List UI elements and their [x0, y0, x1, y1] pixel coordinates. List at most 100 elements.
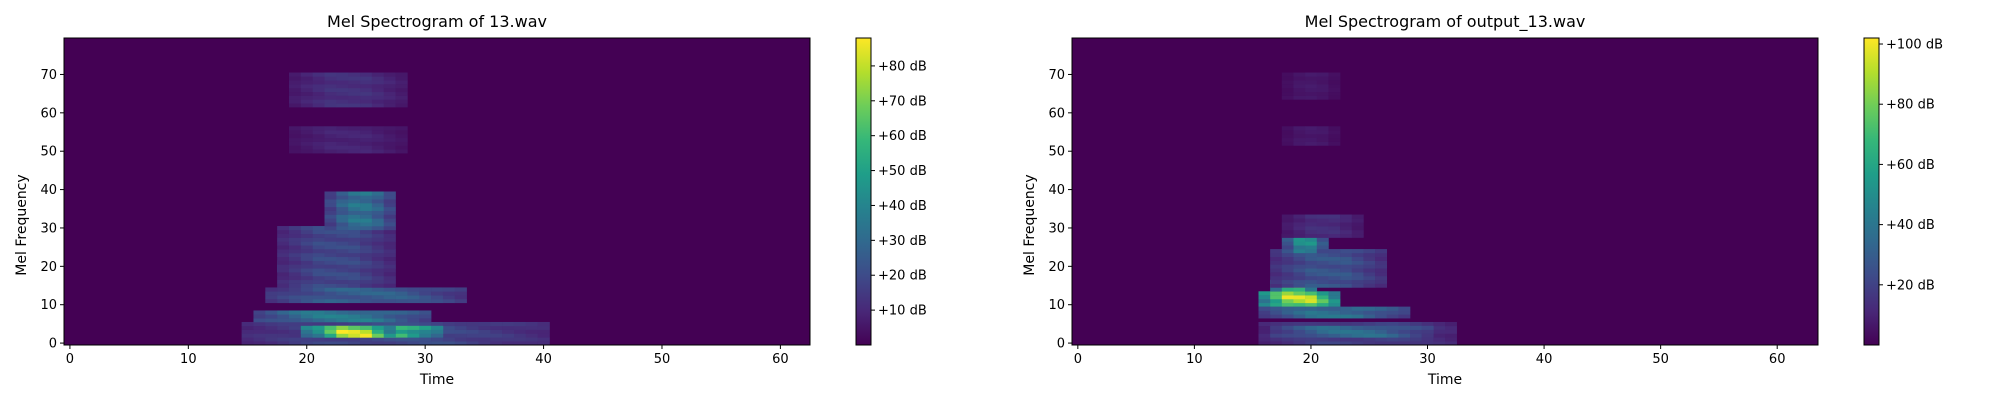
heatmap-cell: [1270, 279, 1283, 284]
heatmap-cell: [300, 268, 313, 273]
heatmap-cell: [288, 72, 302, 77]
heatmap-cell: [360, 206, 373, 211]
heatmap-cell: [241, 333, 254, 338]
heatmap-cell: [1398, 329, 1411, 334]
heatmap-cell: [300, 229, 313, 235]
heatmap-cell: [348, 287, 361, 292]
heatmap-cell: [383, 218, 396, 223]
heatmap-cell: [454, 333, 467, 338]
heatmap-cell: [466, 329, 479, 334]
y-tick-label: 70: [40, 68, 57, 83]
heatmap-cell: [360, 214, 373, 219]
heatmap-cell: [312, 76, 325, 81]
heatmap-cell: [1410, 333, 1422, 338]
heatmap-cell: [253, 329, 266, 334]
heatmap-cell: [1270, 321, 1283, 327]
heatmap-cell: [324, 233, 337, 238]
heatmap-cell: [336, 260, 349, 265]
heatmap-cell: [383, 268, 396, 273]
heatmap-cell: [360, 279, 373, 284]
heatmap-cell: [419, 291, 432, 296]
heatmap-cell: [348, 84, 361, 89]
heatmap-cell: [1328, 126, 1341, 131]
heatmap-cell: [300, 149, 313, 154]
heatmap-cell: [288, 310, 302, 315]
spectral-energy-region: [312, 325, 396, 338]
heatmap-cell: [336, 279, 349, 284]
heatmap-cell: [265, 295, 278, 300]
heatmap-cell: [419, 318, 432, 323]
heatmap-cell: [383, 99, 396, 104]
heatmap-cell: [395, 103, 408, 108]
heatmap-cell: [1433, 341, 1446, 346]
heatmap-cell: [1316, 337, 1329, 342]
heatmap-cell: [1293, 95, 1306, 100]
heatmap-cell: [407, 298, 420, 304]
x-tick-label: 30: [417, 352, 434, 367]
heatmap-cell: [1328, 306, 1341, 311]
heatmap-cell: [324, 287, 337, 292]
heatmap-cell: [1433, 321, 1446, 327]
heatmap-cell: [371, 298, 385, 304]
heatmap-cell: [1258, 310, 1271, 315]
heatmap-cell: [324, 298, 337, 304]
heatmap-cell: [360, 226, 373, 231]
heatmap-cell: [1270, 252, 1283, 258]
heatmap-cell: [1293, 272, 1306, 277]
heatmap-cell: [312, 141, 325, 146]
heatmap-cell: [371, 137, 385, 142]
heatmap-cell: [383, 233, 396, 238]
spectral-energy-region: [1281, 214, 1364, 238]
heatmap-cell: [1328, 91, 1341, 96]
heatmap-cell: [265, 341, 278, 346]
heatmap-cell: [348, 229, 361, 235]
heatmap-cell: [490, 337, 503, 342]
heatmap-cell: [1281, 141, 1294, 146]
heatmap-cell: [324, 321, 337, 327]
colorbar-tick-label: +20 dB: [878, 269, 927, 284]
heatmap-cell: [1445, 325, 1457, 330]
heatmap-cell: [371, 222, 385, 227]
heatmap-cell: [1316, 233, 1329, 238]
heatmap-cell: [383, 210, 396, 215]
heatmap-cell: [1281, 302, 1294, 307]
heatmap-cell: [348, 126, 361, 131]
heatmap-cell: [502, 333, 515, 338]
heatmap-cell: [419, 325, 432, 330]
heatmap-cell: [336, 203, 349, 208]
heatmap-cell: [336, 206, 349, 211]
heatmap-cell: [300, 287, 313, 292]
heatmap-cell: [265, 287, 278, 292]
heatmap-cell: [1445, 341, 1457, 346]
heatmap-cell: [288, 233, 302, 238]
heatmap-cell: [300, 133, 313, 139]
heatmap-cell: [1305, 229, 1318, 235]
heatmap-cell: [336, 199, 349, 204]
heatmap-cell: [1363, 275, 1376, 281]
heatmap-cell: [312, 126, 325, 131]
heatmap-cell: [300, 233, 313, 238]
heatmap-cell: [466, 325, 479, 330]
heatmap-cell: [348, 233, 361, 238]
heatmap-cell: [1340, 233, 1353, 238]
heatmap-cell: [1316, 229, 1329, 235]
heatmap-cell: [336, 91, 349, 96]
heatmap-cell: [1351, 325, 1364, 330]
heatmap-cell: [1363, 249, 1376, 254]
heatmap-cell: [1305, 237, 1318, 242]
heatmap-cell: [513, 329, 527, 334]
heatmap-cell: [478, 341, 491, 346]
heatmap-cell: [490, 321, 503, 327]
heatmap-cell: [324, 226, 337, 231]
x-tick-label: 0: [66, 352, 74, 367]
heatmap-cell: [1293, 218, 1306, 223]
heatmap-cell: [336, 275, 349, 281]
heatmap-cell: [324, 133, 337, 139]
x-tick-label: 40: [1536, 352, 1553, 367]
heatmap-cell: [1305, 95, 1318, 100]
heatmap-cell: [1340, 321, 1353, 327]
heatmap-cell: [1351, 256, 1364, 261]
heatmap-cell: [431, 333, 444, 338]
heatmap-cell: [300, 126, 313, 131]
heatmap-cell: [1351, 333, 1364, 338]
